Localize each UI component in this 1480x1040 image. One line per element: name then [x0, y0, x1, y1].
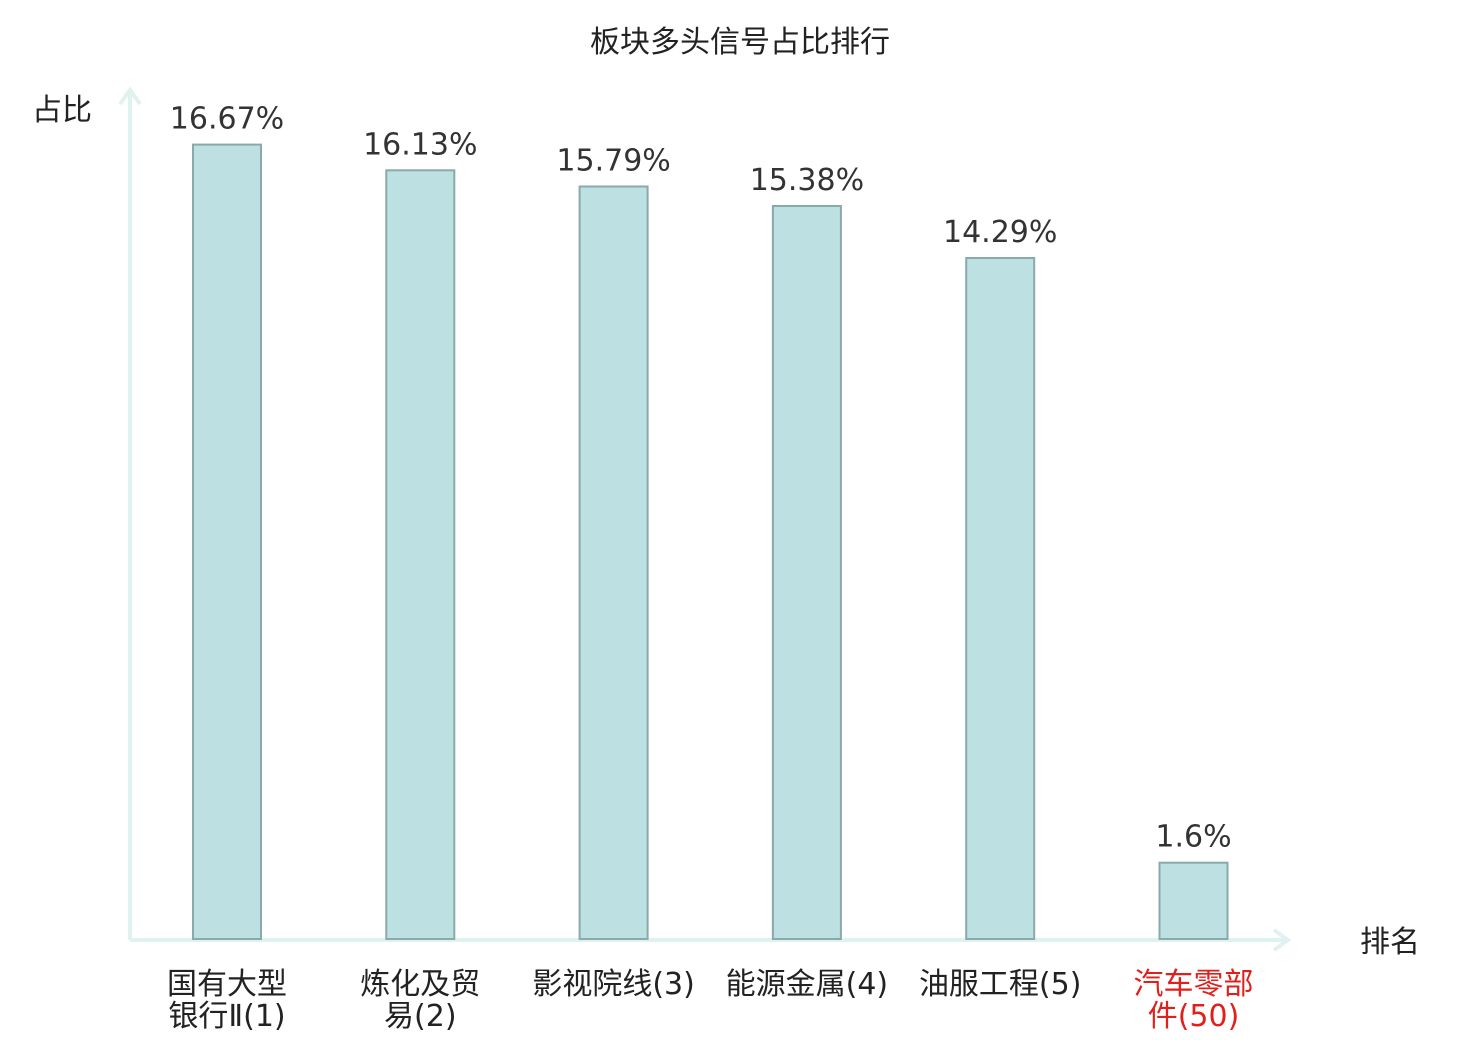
value-label: 1.6%: [1155, 820, 1231, 855]
category-label: 油服工程(5): [919, 967, 1082, 1002]
category-label: 易(2): [384, 999, 457, 1034]
category-label: 件(50): [1148, 999, 1240, 1034]
category-label: 炼化及贸: [360, 967, 480, 1002]
category-label: 银行Ⅱ(1): [168, 999, 285, 1034]
y-axis-arrow: [118, 86, 142, 106]
x-axis-label: 排名: [1360, 925, 1420, 960]
category-label: 汽车零部: [1134, 967, 1254, 1002]
value-label: 15.38%: [750, 163, 864, 198]
category-label: 影视院线(3): [532, 967, 695, 1002]
bar: [771, 205, 842, 940]
bars-group: [192, 143, 1229, 941]
x-axis-arrow: [1272, 928, 1292, 952]
value-label: 14.29%: [943, 215, 1057, 250]
bar: [578, 185, 649, 940]
bar: [385, 169, 456, 941]
axes: [118, 86, 1292, 952]
category-label: 国有大型: [167, 967, 287, 1002]
y-axis-label: 占比: [32, 93, 92, 128]
category-label: 能源金属(4): [726, 967, 889, 1002]
chart-title: 板块多头信号占比排行: [590, 25, 890, 60]
bar: [192, 143, 262, 941]
value-label: 16.13%: [363, 127, 477, 162]
bar: [965, 257, 1036, 940]
value-label: 15.79%: [556, 144, 670, 179]
value-labels-group: 16.67% 16.13% 15.79% 15.38% 14.29% 1.6%: [170, 102, 1232, 855]
bar: [1158, 861, 1229, 941]
value-label: 16.67%: [170, 102, 284, 137]
